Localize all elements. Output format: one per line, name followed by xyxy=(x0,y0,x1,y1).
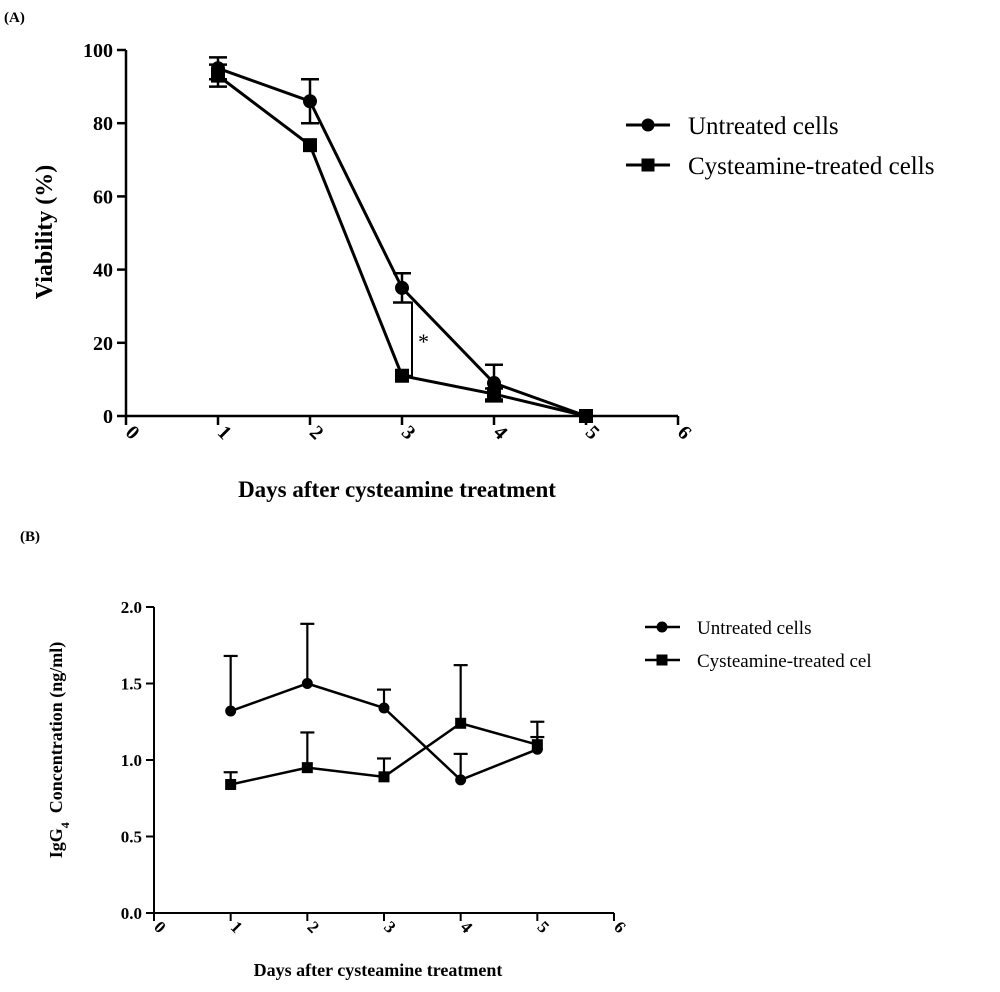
data-point-square xyxy=(303,138,317,153)
x-tick-label: 0 xyxy=(121,421,144,444)
legend-label-untreated: Untreated cells xyxy=(697,618,811,639)
panel-b-x-axis-label: Days after cysteamine treatment xyxy=(254,960,503,980)
panel-b-y-axis-label: IgG4 Concentration (ng/ml) xyxy=(46,642,72,859)
y-tick-label: 0.0 xyxy=(121,904,142,923)
panel-a-y-axis-label: Viability (%) xyxy=(32,165,58,299)
x-tick-label: 1 xyxy=(213,421,236,444)
panel-b-label: (B) xyxy=(20,529,40,545)
y-tick-label: 0 xyxy=(103,406,113,428)
data-point-circle xyxy=(303,94,317,109)
data-point-square xyxy=(378,771,390,783)
data-point-square xyxy=(301,762,313,774)
y-tick-label: 100 xyxy=(83,40,113,62)
series-untreated xyxy=(223,622,545,786)
series-cysteamine xyxy=(209,63,593,423)
x-tick-label: 4 xyxy=(489,421,512,444)
panel-a-series xyxy=(209,56,593,423)
series-line xyxy=(217,74,587,418)
data-point-square xyxy=(211,68,225,83)
y-tick-label: 40 xyxy=(93,260,113,282)
data-point-square xyxy=(487,387,501,402)
y-tick-label: 0.5 xyxy=(121,827,142,846)
panel-a-legend: Untreated cells Cysteamine-treated cells xyxy=(626,113,934,180)
x-tick-label: 5 xyxy=(581,421,604,444)
legend-marker-cysteamine-square xyxy=(641,158,655,172)
data-point-square xyxy=(531,739,543,751)
panel-a-x-axis-label: Days after cysteamine treatment xyxy=(238,477,556,502)
data-point-circle xyxy=(301,678,313,689)
significance-asterisk: * xyxy=(418,329,429,354)
panel-a-label: (A) xyxy=(4,10,25,26)
x-tick-label: 3 xyxy=(397,421,420,444)
panel-b-series xyxy=(223,622,545,790)
data-point-square xyxy=(455,717,467,729)
data-point-square xyxy=(225,778,237,790)
legend-label-cysteamine: Cysteamine-treated cel xyxy=(697,651,872,672)
data-point-circle xyxy=(455,774,467,786)
legend-label-cysteamine: Cysteamine-treated cells xyxy=(688,153,934,180)
series-cysteamine xyxy=(223,664,545,790)
panel-b-legend: Untreated cells Cysteamine-treated cel xyxy=(645,618,872,672)
x-tick-label: 6 xyxy=(673,421,696,444)
data-point-square xyxy=(579,409,593,423)
data-point-circle xyxy=(395,280,409,295)
data-point-circle xyxy=(487,376,501,391)
data-point-square xyxy=(395,368,409,383)
series-line xyxy=(217,66,587,418)
y-tick-label: 80 xyxy=(93,113,113,135)
y-tick-label: 60 xyxy=(93,186,113,208)
data-point-circle xyxy=(378,702,390,714)
legend-label-untreated: Untreated cells xyxy=(688,113,839,140)
significance-bracket xyxy=(406,301,413,377)
y-tick-label: 1.0 xyxy=(121,751,142,770)
x-tick-label: 2 xyxy=(305,421,328,444)
legend-marker-untreated-circle xyxy=(656,621,668,633)
y-tick-label: 1.5 xyxy=(121,674,142,693)
data-point-circle xyxy=(225,705,237,717)
panel-b-axes: 0 1 2 3 4 5 60.00.51.01.52.0 xyxy=(121,598,630,937)
legend-marker-cysteamine-square xyxy=(656,654,668,666)
legend-marker-untreated-circle xyxy=(641,118,655,132)
panel-b: (B) 0 1 2 3 4 5 60.00.51.01.52.0 IgG4 Concentr… xyxy=(20,529,872,980)
y-tick-label: 2.0 xyxy=(121,598,142,617)
y-tick-label: 20 xyxy=(93,333,113,355)
